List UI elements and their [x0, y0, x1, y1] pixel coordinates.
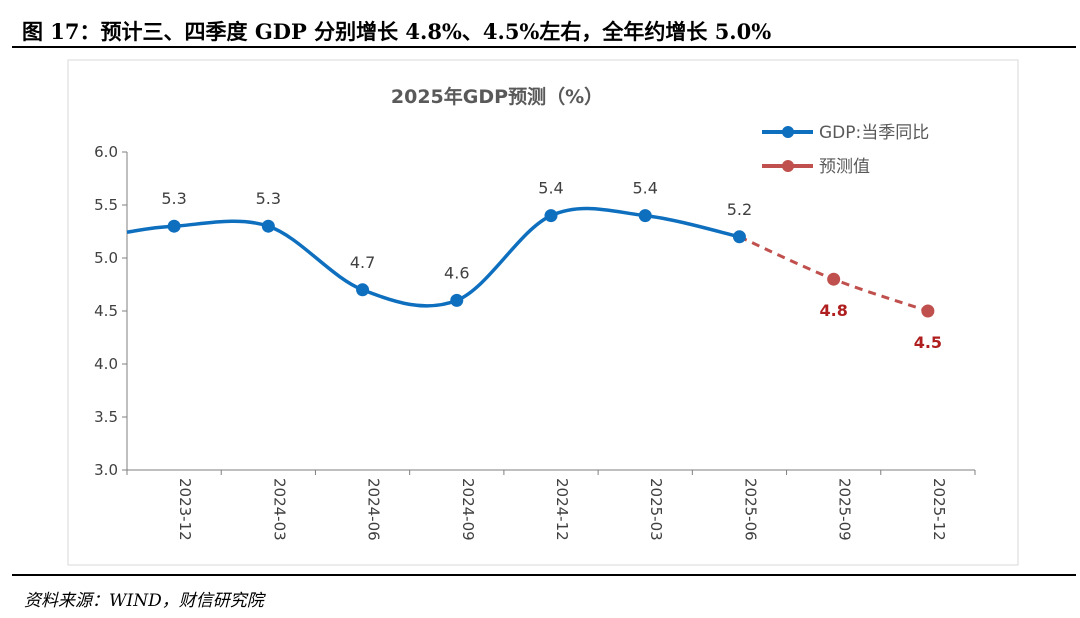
figure-title: 图 17：预计三、四季度 GDP 分别增长 4.8%、4.5%左右，全年约增长 … — [22, 19, 772, 44]
x-tick-label: 2024-09 — [459, 478, 477, 541]
legend-marker — [782, 126, 794, 138]
data-label: 5.3 — [161, 189, 186, 208]
y-tick-label: 6.0 — [94, 143, 118, 161]
x-tick-label: 2025-03 — [647, 478, 665, 541]
y-tick-label: 4.0 — [94, 355, 118, 373]
actual-point — [167, 219, 181, 233]
x-tick-label: 2025-09 — [836, 478, 854, 541]
actual-line — [126, 206, 740, 308]
actual-point — [356, 283, 370, 297]
actual-point — [732, 230, 746, 244]
legend-label: GDP:当季同比 — [819, 123, 929, 143]
y-tick-label: 5.5 — [94, 196, 118, 214]
x-tick-label: 2025-06 — [741, 478, 759, 541]
data-label: 5.4 — [538, 179, 563, 198]
actual-point — [638, 209, 652, 223]
chart-frame — [67, 59, 1019, 566]
forecast-point — [921, 304, 935, 318]
actual-point — [544, 209, 558, 223]
data-label: 5.4 — [632, 179, 657, 198]
y-tick-label: 3.5 — [94, 408, 118, 426]
legend-marker — [782, 160, 794, 172]
actual-point — [450, 293, 464, 307]
data-label: 4.6 — [444, 263, 469, 282]
y-tick-label: 4.5 — [94, 302, 118, 320]
bottom-rule — [12, 574, 1076, 576]
x-tick-label: 2024-06 — [365, 478, 383, 541]
data-label: 5.3 — [256, 189, 281, 208]
x-tick-label: 2025-12 — [930, 478, 948, 541]
y-tick-label: 5.0 — [94, 249, 118, 267]
x-tick-label: 2024-03 — [270, 478, 288, 541]
top-rule — [12, 46, 1076, 48]
source-note: 资料来源：WIND，财信研究院 — [24, 591, 264, 611]
x-tick-label: 2023-12 — [176, 478, 194, 541]
chart-title: 2025年GDP预测（%） — [391, 85, 603, 108]
x-tick-label: 2024-12 — [553, 478, 571, 541]
actual-point — [261, 219, 275, 233]
y-tick-label: 3.0 — [94, 461, 118, 479]
data-label: 5.2 — [727, 200, 752, 219]
data-label: 4.5 — [914, 333, 942, 352]
legend-label: 预测值 — [819, 157, 870, 177]
data-label: 4.8 — [819, 301, 847, 320]
forecast-point — [827, 272, 841, 286]
data-label: 4.7 — [350, 253, 375, 272]
